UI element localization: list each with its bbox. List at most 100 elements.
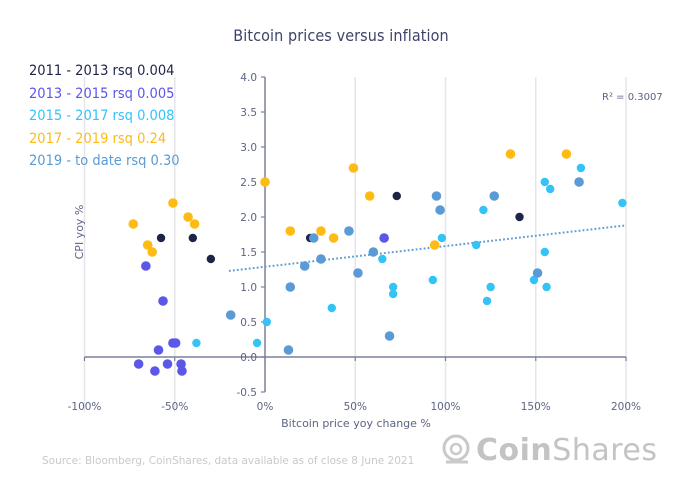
data-point [176, 359, 186, 369]
data-point [162, 359, 173, 369]
legend-item: 2017 - 2019 rsq 0.24 [29, 130, 167, 147]
data-point [225, 310, 236, 320]
data-point [308, 233, 319, 243]
legend-item: 2015 - 2017 rsq 0.008 [29, 108, 175, 124]
y-tick-label: 1.5 [240, 247, 257, 259]
points-group [128, 149, 627, 376]
data-point [133, 359, 144, 369]
data-point [262, 317, 272, 327]
gridlines [83, 77, 627, 412]
data-point [482, 296, 492, 306]
y-tick-label: 0.0 [240, 352, 257, 364]
data-point [540, 177, 549, 187]
series-3 [192, 163, 627, 348]
data-point [142, 240, 153, 250]
data-point [170, 338, 181, 348]
y-tick-label: 3.5 [240, 107, 257, 119]
data-point [542, 282, 551, 292]
x-tick-label: 100% [430, 401, 460, 413]
data-point [283, 345, 294, 355]
series-1 [156, 191, 524, 264]
x-axis-title: Bitcoin price yoy change % [281, 417, 431, 430]
data-point [515, 212, 524, 222]
data-point [388, 282, 398, 292]
y-tick-label: -0.5 [237, 387, 258, 399]
r-squared-annotation: R² = 0.3007 [602, 92, 663, 103]
series-5 [225, 177, 584, 355]
data-point [561, 149, 572, 159]
data-point [429, 240, 440, 250]
data-point [344, 226, 354, 236]
data-point [316, 226, 326, 236]
data-point [486, 282, 495, 292]
data-point [437, 233, 447, 243]
legend-item: 2013 - 2015 rsq 0.005 [29, 85, 175, 102]
data-point [328, 233, 339, 243]
x-tick-label: -100% [68, 401, 102, 413]
data-point [299, 261, 310, 271]
data-point [353, 268, 363, 278]
chart-title: Bitcoin prices versus inflation [233, 26, 449, 45]
data-point [368, 247, 379, 257]
data-point [471, 240, 481, 250]
y-tick-label: 4.0 [240, 72, 257, 84]
data-point [540, 247, 549, 257]
data-point [150, 366, 160, 376]
data-point [327, 303, 336, 313]
y-tick-label: 2.0 [240, 212, 257, 224]
y-tick-label: 2.5 [240, 177, 257, 189]
data-point [479, 205, 488, 215]
brand-logo: CoinShares [440, 432, 657, 468]
data-point [388, 289, 398, 299]
data-point [128, 219, 139, 229]
data-point [141, 261, 151, 271]
brand-name: CoinShares [476, 432, 658, 468]
data-point [147, 247, 157, 257]
series-4 [128, 149, 572, 257]
y-tick-label: 1.0 [240, 282, 257, 294]
data-point [618, 198, 627, 208]
data-point [260, 177, 270, 187]
x-tick-label: 200% [611, 401, 641, 413]
data-point [252, 338, 262, 348]
data-point [384, 331, 395, 341]
trendline-group [228, 224, 627, 272]
data-point [532, 268, 543, 278]
data-point [188, 233, 197, 243]
data-point [316, 254, 326, 264]
data-point [576, 163, 586, 173]
data-point [177, 366, 187, 376]
x-tick-label: 0% [257, 401, 274, 413]
data-point [192, 338, 201, 348]
data-point [435, 205, 445, 215]
y-axis-title: CPI yoy % [73, 205, 86, 260]
data-point [529, 275, 539, 285]
astronaut-helmet-icon [442, 434, 470, 464]
data-point [158, 296, 168, 306]
data-point [489, 191, 500, 201]
y-tick-label: 3.0 [240, 142, 257, 154]
y-tick-label: 0.5 [240, 317, 257, 329]
data-point [431, 191, 442, 201]
data-point [285, 226, 296, 236]
axes: -100% -50% 0% 50% 100% 150% 200% -0.5 0.0 0.5 1.0 1… [68, 72, 641, 413]
data-point [183, 212, 193, 222]
data-point [545, 184, 555, 194]
legend-item: 2011 - 2013 rsq 0.004 [29, 63, 175, 79]
source-note: Source: Bloomberg, CoinShares, data avai… [42, 455, 415, 467]
data-point [168, 198, 178, 208]
x-tick-label: -50% [161, 401, 188, 413]
legend-item: 2019 - to date rsq 0.30 [29, 153, 180, 169]
data-point [428, 275, 438, 285]
series-2 [133, 233, 389, 376]
trendline [228, 224, 627, 272]
data-point [574, 177, 584, 187]
data-point [505, 149, 516, 159]
data-point [364, 191, 375, 201]
x-tick-label: 150% [521, 401, 551, 413]
data-point [379, 233, 389, 243]
x-tick-label: 50% [344, 401, 367, 413]
data-point [285, 282, 296, 292]
data-point [348, 163, 359, 173]
